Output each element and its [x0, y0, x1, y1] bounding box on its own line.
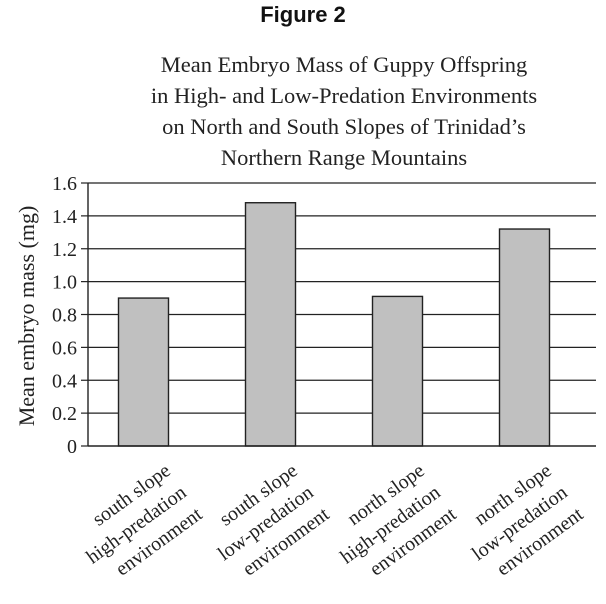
y-tick-label: 1.0	[52, 272, 77, 294]
y-tick-label: 0	[67, 436, 77, 458]
bars	[117, 202, 551, 447]
chart-title-line: Mean Embryo Mass of Guppy Offspring	[161, 52, 527, 77]
gridlines	[88, 182, 596, 414]
chart-title-line: Northern Range Mountains	[221, 145, 467, 170]
y-tick-label: 1.6	[52, 173, 77, 195]
y-tick-label: 1.2	[52, 239, 77, 261]
bar	[117, 297, 170, 447]
x-category-labels: south slopehigh-predationenvironmentsout…	[82, 460, 588, 581]
y-tick-label: 0.6	[52, 337, 77, 359]
bar	[371, 295, 424, 447]
y-tick-label: 0.8	[52, 305, 77, 327]
chart-title-line: in High- and Low-Predation Environments	[151, 83, 537, 108]
chart-title-line: on North and South Slopes of Trinidad’s	[162, 114, 526, 139]
y-tick-labels: 0 0.2 0.4 0.6 0.8 1.0 1.2 1.4 1.6	[52, 173, 88, 458]
y-tick-label: 0.4	[52, 370, 77, 392]
y-tick-label: 1.4	[52, 206, 77, 228]
figure-label: Figure 2	[260, 2, 346, 27]
chart-title: Mean Embryo Mass of Guppy Offspring in Hi…	[151, 52, 537, 170]
bar	[244, 202, 297, 447]
y-tick-label: 0.2	[52, 403, 77, 425]
bar	[498, 228, 551, 447]
y-axis-label: Mean embryo mass (mg)	[14, 206, 39, 427]
